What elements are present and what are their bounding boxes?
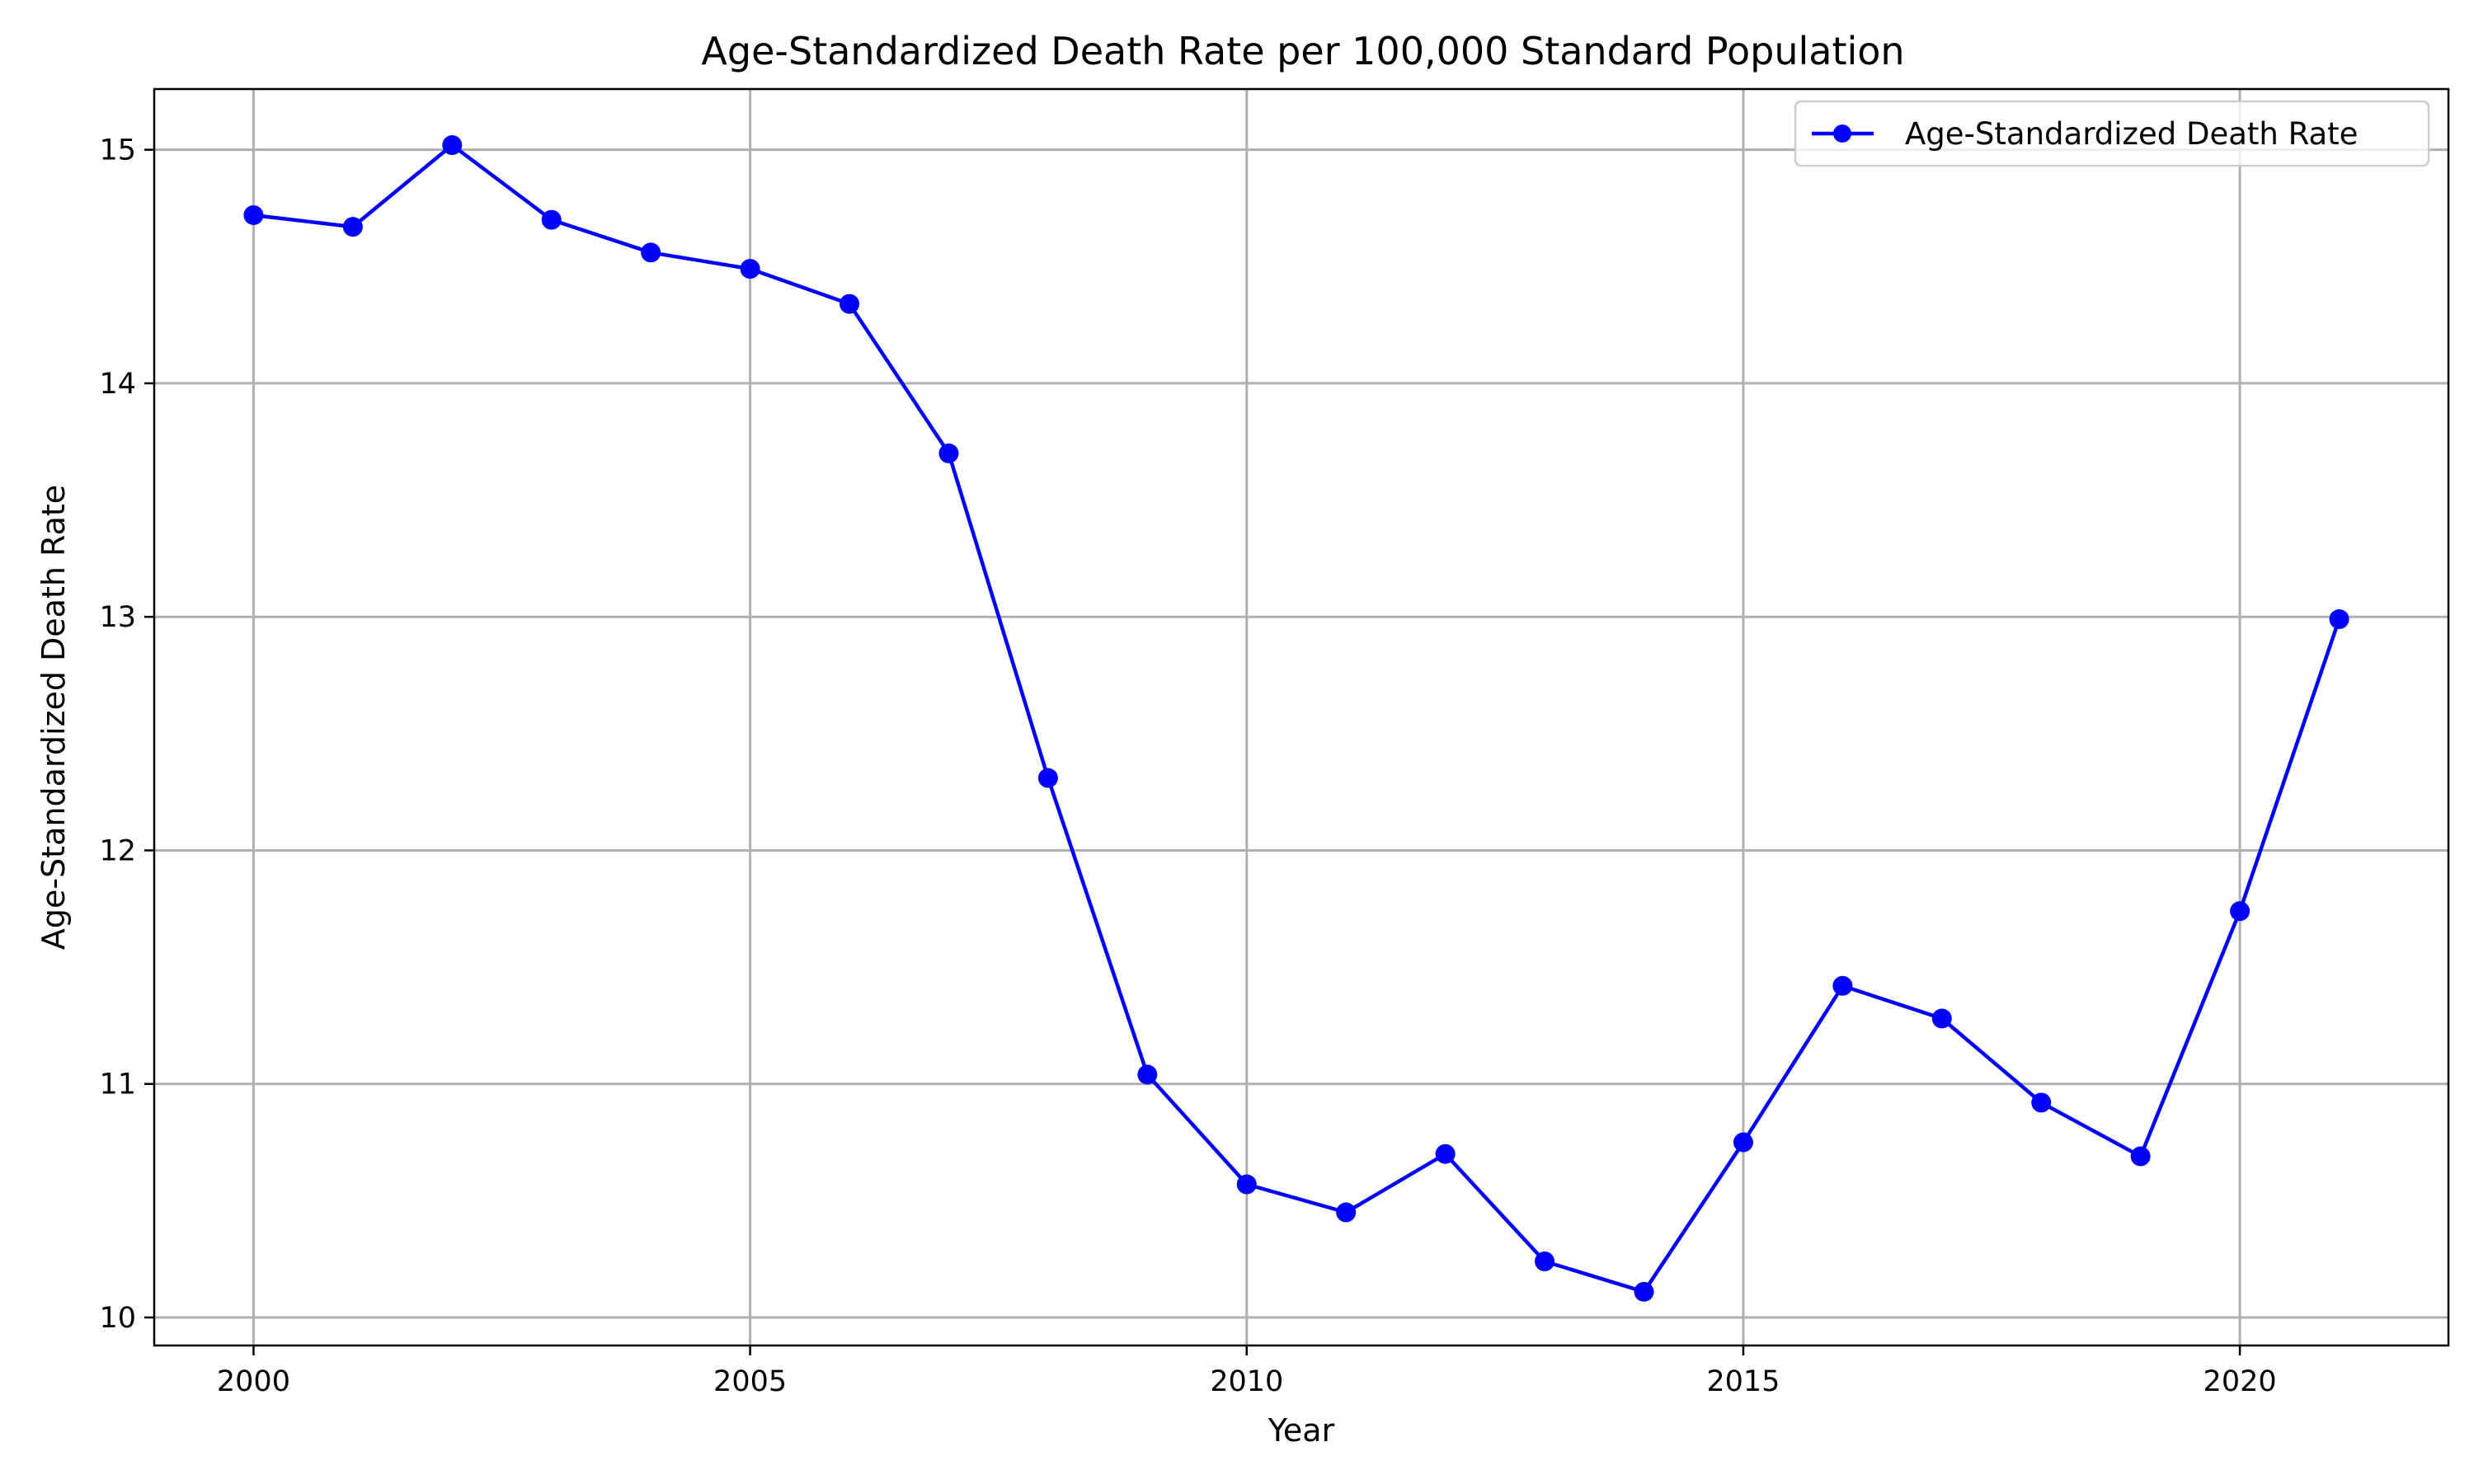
data-point [1336, 1202, 1357, 1223]
y-tick-label: 12 [99, 834, 136, 867]
data-point [1832, 975, 1853, 996]
data-point [1435, 1144, 1456, 1164]
data-point [243, 204, 264, 225]
legend-label: Age-Standardized Death Rate [1905, 116, 2358, 152]
data-point [2031, 1092, 2052, 1113]
data-point [1535, 1252, 1555, 1272]
x-tick-label: 2015 [1706, 1365, 1780, 1398]
series-line [253, 143, 2341, 1294]
y-tick-label: 14 [99, 368, 136, 401]
data-point [1137, 1064, 1158, 1085]
legend-box [1794, 100, 2430, 167]
y-tick-label: 13 [99, 601, 136, 634]
data-point [840, 294, 860, 314]
data-point [1236, 1174, 1257, 1195]
x-axis-label: Year [1268, 1412, 1335, 1449]
x-tick-label: 2005 [713, 1365, 787, 1398]
legend: Age-Standardized Death Rate [1794, 100, 2430, 167]
x-tick-label: 2010 [1210, 1365, 1283, 1398]
data-point [1037, 768, 1058, 788]
y-tick-label: 15 [99, 134, 136, 167]
data-point [1931, 1008, 1952, 1029]
data-point [1634, 1281, 1654, 1302]
data-point [641, 242, 661, 263]
data-point [541, 209, 562, 230]
plot-area-frame [153, 87, 2450, 1347]
x-tick-label: 2020 [2204, 1365, 2277, 1398]
y-tick-label: 11 [99, 1068, 136, 1101]
y-tick-label: 10 [99, 1302, 136, 1335]
data-point [2230, 901, 2251, 922]
axis-ticks: 2000 2005 2010 2015 2020 10 11 12 13 14 15 [99, 134, 2276, 1398]
data-point [938, 443, 959, 463]
gridlines [154, 89, 2448, 1345]
chart-title: Age-Standardized Death Rate per 100,000 … [701, 29, 1904, 73]
data-point [2130, 1146, 2151, 1167]
y-axis-label: Age-Standardized Death Rate [35, 485, 72, 950]
data-series [243, 134, 2349, 1302]
data-point [1733, 1132, 1753, 1153]
data-point [2329, 609, 2349, 630]
legend-marker-swatch [1833, 124, 1851, 143]
x-tick-label: 2000 [217, 1365, 290, 1398]
data-point [442, 134, 463, 155]
data-point [740, 259, 760, 279]
data-point [342, 217, 363, 237]
